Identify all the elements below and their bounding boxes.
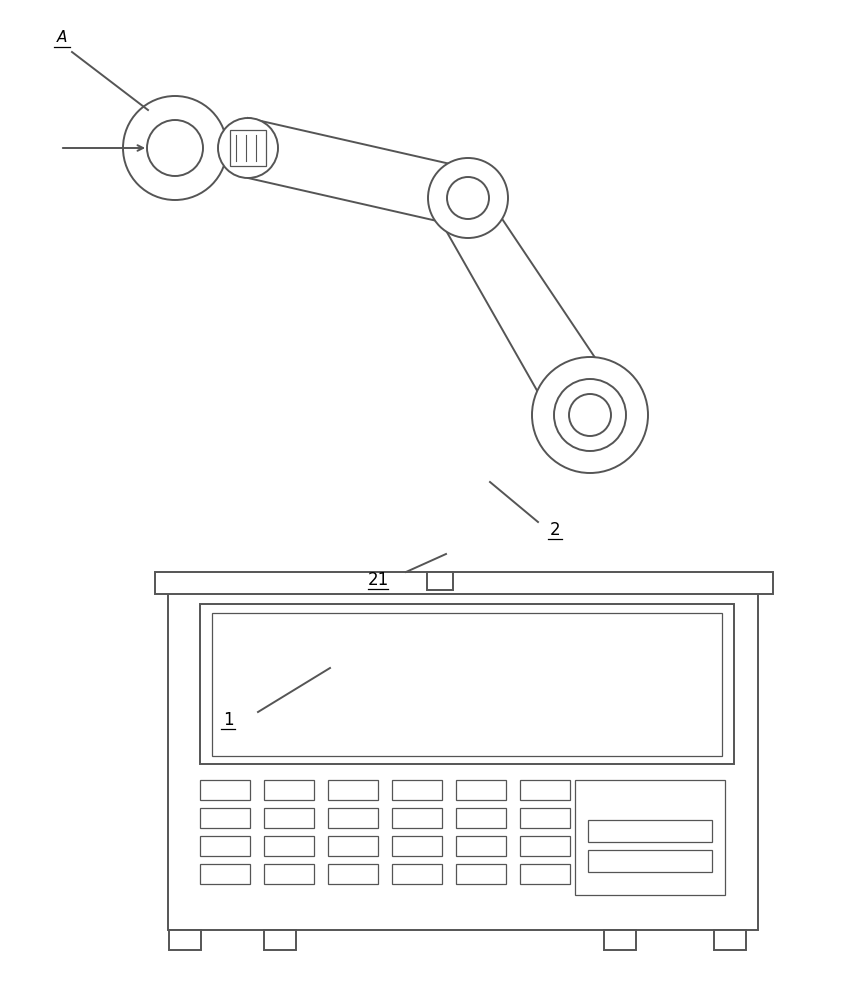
Bar [212,613,722,756]
Bar [392,836,442,856]
Polygon shape [440,168,610,452]
Circle shape [218,118,278,178]
Bar [392,864,442,884]
Text: 2: 2 [550,521,561,539]
Circle shape [532,357,648,473]
Bar [392,780,442,800]
Bar [456,808,506,828]
Bar [714,930,746,950]
Circle shape [447,177,489,219]
Text: A: A [57,30,67,45]
Bar [604,930,636,950]
Bar [588,820,712,842]
Bar [200,836,250,856]
Bar [520,808,570,828]
Circle shape [569,394,611,436]
Bar [392,808,442,828]
Bar [520,836,570,856]
Bar [575,780,725,895]
Bar [168,590,758,930]
Bar [328,864,378,884]
Bar [200,808,250,828]
Bar [264,864,314,884]
Bar [230,130,266,166]
Bar [456,780,506,800]
Bar [520,780,570,800]
Bar [264,780,314,800]
Bar [264,930,296,950]
Polygon shape [248,118,468,228]
Text: 1: 1 [222,711,233,729]
Circle shape [554,379,626,451]
Bar [200,780,250,800]
Circle shape [232,132,264,164]
Circle shape [123,96,227,200]
Bar [328,808,378,828]
Bar [264,808,314,828]
Text: 21: 21 [367,571,389,589]
Circle shape [428,158,508,238]
Bar [200,604,734,764]
Bar [328,836,378,856]
Bar [328,780,378,800]
Bar [456,836,506,856]
Bar [520,864,570,884]
Bar [155,572,773,594]
Bar [456,864,506,884]
Bar [169,930,201,950]
Bar [264,836,314,856]
Bar [588,850,712,872]
Bar [200,864,250,884]
Bar [427,572,453,590]
Circle shape [147,120,203,176]
